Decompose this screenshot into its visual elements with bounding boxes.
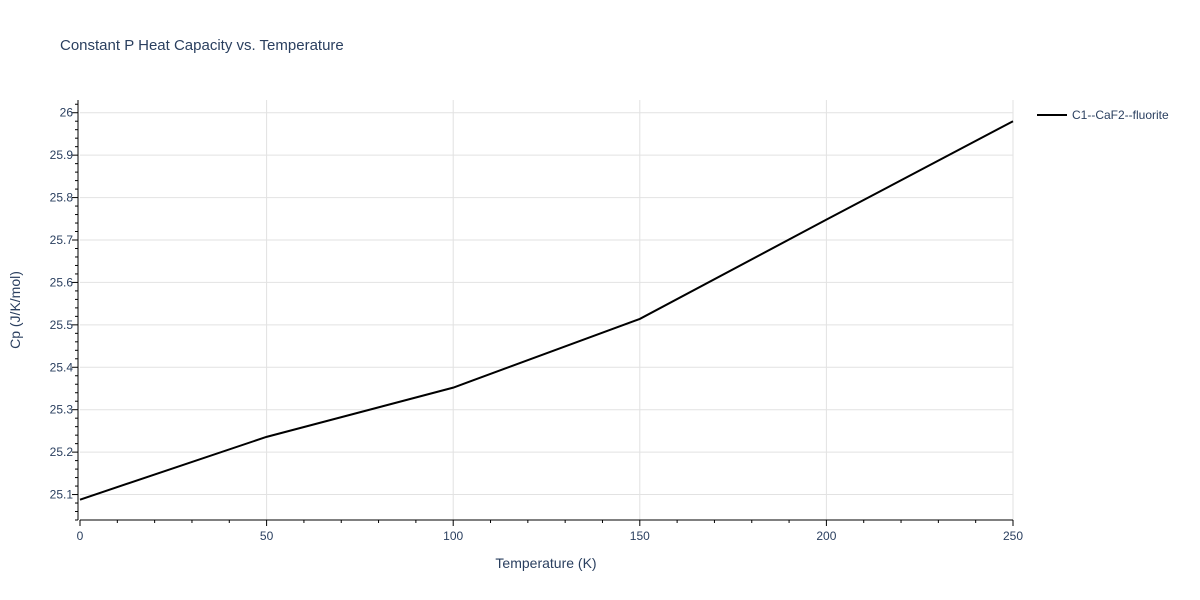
y-tick-label: 25.9 [50,148,74,162]
y-tick-label: 25.4 [50,360,74,374]
y-tick-label: 25.1 [50,488,74,502]
y-tick-label: 25.7 [50,233,74,247]
x-tick-label: 250 [1003,529,1023,543]
x-tick-label: 0 [77,529,84,543]
y-tick-label: 25.3 [50,403,74,417]
x-tick-label: 200 [816,529,836,543]
y-tick-label: 25.5 [50,318,74,332]
y-tick-label: 25.8 [50,191,74,205]
x-tick-label: 50 [260,529,274,543]
series-line [79,120,1014,501]
series-layer [79,120,1014,501]
axes: 0 50 100 150 200 250 25.1 25.2 25.3 25.4 25.5 25.6 2… [50,100,1023,543]
y-tick-label: 26 [60,106,74,120]
y-tick-label: 25.2 [50,445,74,459]
gridlines [80,100,1014,520]
chart-title: Constant P Heat Capacity vs. Temperature [60,37,344,54]
legend[interactable]: C1--CaF2--fluorite [1037,108,1169,122]
y-tick-label: 25.6 [50,275,74,289]
x-tick-label: 150 [630,529,650,543]
y-axis-title: Cp (J/K/mol) [7,271,23,349]
legend-label: C1--CaF2--fluorite [1072,108,1169,122]
x-axis-title: Temperature (K) [495,555,596,571]
x-tick-label: 100 [443,529,463,543]
